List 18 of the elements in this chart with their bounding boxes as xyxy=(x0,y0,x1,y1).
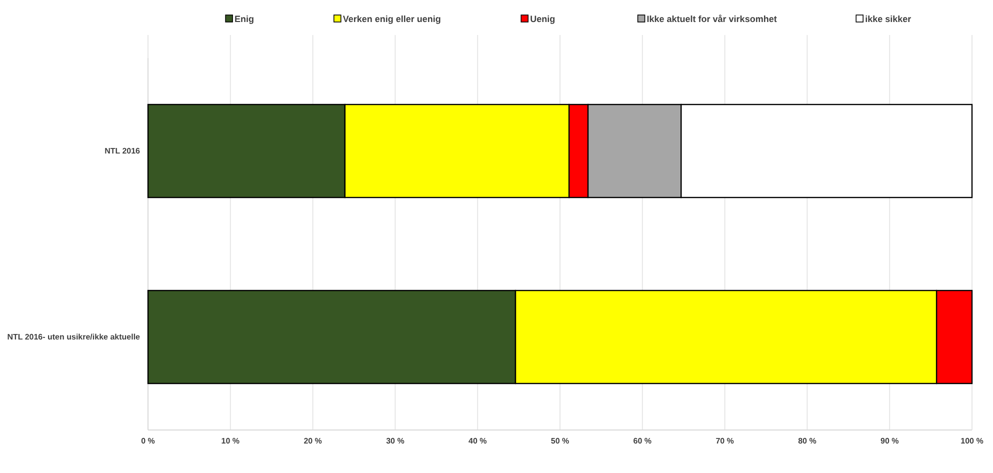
x-tick-label: 50 % xyxy=(550,436,570,446)
x-tick-label: 20 % xyxy=(304,436,322,446)
legend-label: Ikke aktuelt for vår virksomhet xyxy=(646,14,777,24)
x-tick-label: 70 % xyxy=(716,436,734,446)
x-tick-label: 100 % xyxy=(960,436,984,446)
legend-label: Verken enig eller uenig xyxy=(342,14,441,24)
x-tick-label: 60 % xyxy=(633,436,652,446)
legend-label: Uenig xyxy=(530,14,556,24)
x-tick-label: 40 % xyxy=(468,436,487,446)
legend-label: Enig xyxy=(234,14,254,24)
x-tick-label: 0 % xyxy=(141,436,155,446)
y-tick-label: NTL 2016 xyxy=(104,146,141,156)
x-tick-label: 30 % xyxy=(386,436,404,446)
y-tick-label: NTL 2016- uten usikre/ikke aktuelle xyxy=(7,332,141,342)
legend-label: ikke sikker xyxy=(865,14,912,24)
x-tick-label: 10 % xyxy=(221,436,240,446)
x-tick-label: 80 % xyxy=(798,436,816,446)
x-tick-label: 90 % xyxy=(880,436,899,446)
